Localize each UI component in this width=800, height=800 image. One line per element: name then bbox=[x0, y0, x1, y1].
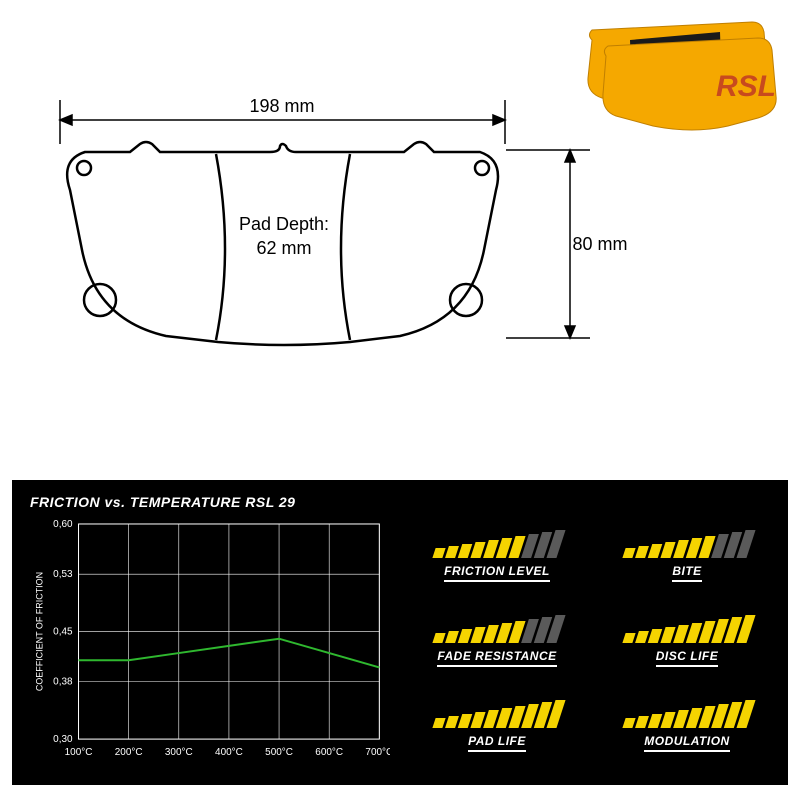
svg-text:700°C: 700°C bbox=[365, 747, 390, 758]
svg-text:500°C: 500°C bbox=[265, 747, 293, 758]
dashboard-panel: FRICTION vs. TEMPERATURE RSL 29 0,30 0,38… bbox=[12, 480, 788, 785]
svg-text:600°C: 600°C bbox=[315, 747, 343, 758]
svg-text:0,45: 0,45 bbox=[53, 627, 73, 638]
width-dim-label: 198 mm bbox=[249, 96, 314, 116]
svg-text:100°C: 100°C bbox=[65, 747, 93, 758]
svg-text:0,60: 0,60 bbox=[53, 519, 73, 530]
svg-text:200°C: 200°C bbox=[115, 747, 143, 758]
rating-label: FRICTION LEVEL bbox=[444, 564, 550, 582]
svg-text:COEFFICIENT OF FRICTION: COEFFICIENT OF FRICTION bbox=[35, 572, 45, 691]
rating-friction-level: FRICTION LEVEL bbox=[414, 520, 580, 587]
pad-depth-label-1: Pad Depth: bbox=[239, 214, 329, 234]
chart-title: FRICTION vs. TEMPERATURE RSL 29 bbox=[30, 494, 390, 510]
rating-bars bbox=[624, 526, 751, 558]
rating-disc-life: DISC LIFE bbox=[604, 605, 770, 672]
svg-text:0,30: 0,30 bbox=[53, 734, 73, 745]
rating-bars bbox=[434, 526, 561, 558]
svg-text:0,53: 0,53 bbox=[53, 569, 73, 580]
rating-fade-resistance: FADE RESISTANCE bbox=[414, 605, 580, 672]
ratings-grid: FRICTION LEVEL BITE FADE RESISTANCE DISC LI… bbox=[390, 494, 770, 767]
rating-bars bbox=[624, 696, 751, 728]
rating-bars bbox=[434, 611, 561, 643]
rating-label: PAD LIFE bbox=[468, 734, 526, 752]
rating-label: DISC LIFE bbox=[656, 649, 719, 667]
friction-chart: FRICTION vs. TEMPERATURE RSL 29 0,30 0,38… bbox=[30, 494, 390, 767]
svg-text:0,38: 0,38 bbox=[53, 677, 73, 688]
rating-label: FADE RESISTANCE bbox=[437, 649, 556, 667]
rating-modulation: MODULATION bbox=[604, 690, 770, 757]
rating-bars bbox=[624, 611, 751, 643]
rating-bite: BITE bbox=[604, 520, 770, 587]
height-dim-label: 80 mm bbox=[572, 234, 627, 254]
svg-text:300°C: 300°C bbox=[165, 747, 193, 758]
rating-pad-life: PAD LIFE bbox=[414, 690, 580, 757]
technical-drawing: 198 mm 80 mm Pad Depth: 62 mm bbox=[30, 90, 630, 390]
rating-label: BITE bbox=[672, 564, 701, 582]
brand-logo: RSL bbox=[716, 70, 776, 103]
rating-label: MODULATION bbox=[644, 734, 729, 752]
svg-text:400°C: 400°C bbox=[215, 747, 243, 758]
rating-bars bbox=[434, 696, 561, 728]
pad-depth-label-2: 62 mm bbox=[256, 238, 311, 258]
